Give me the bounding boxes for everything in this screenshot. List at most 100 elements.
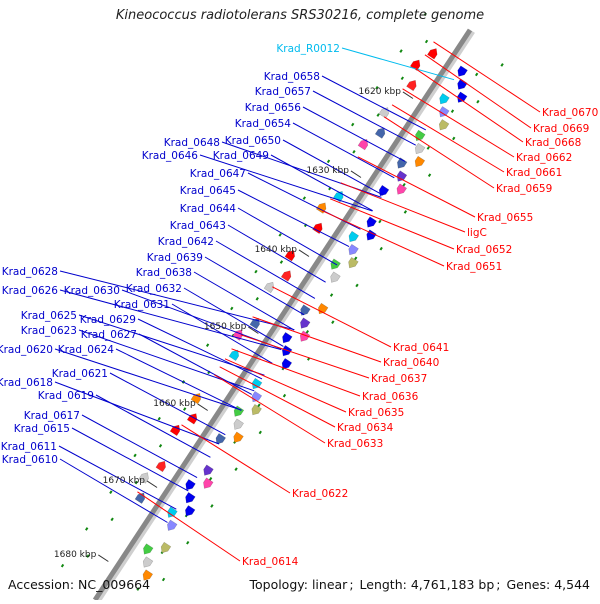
gene-arrow xyxy=(300,317,311,329)
tick-mark xyxy=(255,297,259,301)
leader-line xyxy=(181,424,291,494)
tick-mark xyxy=(208,477,213,481)
tick-mark xyxy=(136,587,140,591)
kbp-label: 1680 kbp xyxy=(54,550,97,560)
gene-arrow xyxy=(397,157,408,169)
tick-mark xyxy=(426,146,430,150)
gene-arrow xyxy=(427,48,438,60)
gene-arrow xyxy=(457,91,468,103)
tick-mark xyxy=(351,122,355,127)
leader-line xyxy=(237,189,350,248)
leader-line xyxy=(415,68,524,143)
forward-gene-label: Krad_0658 xyxy=(264,71,320,83)
tick-mark xyxy=(476,99,480,104)
gene-arrow xyxy=(457,65,468,77)
reverse-gene-label: Krad_0651 xyxy=(446,261,502,273)
forward-gene-label: Krad_0644 xyxy=(180,203,237,215)
gene-arrow xyxy=(406,79,417,92)
tick-mark xyxy=(282,393,287,398)
gene-arrow xyxy=(282,331,293,344)
gene-arrow xyxy=(215,433,226,445)
leader-line xyxy=(204,256,305,316)
tick-mark xyxy=(134,480,138,485)
tick-mark xyxy=(331,320,335,325)
forward-gene-label: Krad_0623 xyxy=(21,325,77,337)
tick-mark xyxy=(352,149,356,154)
leader-line xyxy=(95,394,211,458)
gene-arrow xyxy=(160,541,172,554)
forward-gene-label: Krad_0628 xyxy=(2,266,58,278)
reverse-gene-label: Krad_0614 xyxy=(242,556,299,568)
leader-line xyxy=(391,104,505,173)
leader-line xyxy=(424,54,532,129)
forward-gene-label: Krad_0648 xyxy=(164,137,220,149)
gene-arrow xyxy=(185,492,196,504)
gene-arrow xyxy=(284,250,295,262)
leader-line xyxy=(219,366,336,428)
genes-value: 4,544 xyxy=(554,577,590,592)
tick-mark xyxy=(86,554,90,558)
length-value: 4,761,183 bp xyxy=(410,577,495,592)
reverse-gene-label: Krad_0659 xyxy=(496,183,552,195)
tick-mark xyxy=(427,173,432,177)
forward-gene-label: Krad_0649 xyxy=(213,150,269,162)
leader-line xyxy=(81,414,198,479)
leader-line xyxy=(322,210,445,267)
tick-mark xyxy=(230,306,234,311)
tick-mark xyxy=(279,260,284,264)
leader-line xyxy=(383,116,495,189)
leader-line xyxy=(231,348,361,397)
gene-arrow xyxy=(315,202,327,214)
forward-gene-label: Krad_0646 xyxy=(142,150,199,162)
kbp-tick xyxy=(298,249,310,257)
gene-arrow xyxy=(348,230,359,243)
forward-gene-label: Krad_0654 xyxy=(235,118,292,130)
gene-arrow xyxy=(439,106,450,118)
gene-arrow xyxy=(233,418,244,430)
reverse-gene-label: Krad_0641 xyxy=(393,342,449,354)
reverse-gene-label: Krad_0635 xyxy=(348,407,404,419)
leader-line xyxy=(312,90,416,146)
tick-mark xyxy=(186,540,190,545)
leader-line xyxy=(183,287,284,347)
tick-mark xyxy=(452,136,456,141)
forward-gene-label: Krad_0626 xyxy=(2,285,59,297)
gene-arrow xyxy=(228,349,239,361)
gene-arrow xyxy=(138,472,149,484)
forward-gene-label: Krad_0642 xyxy=(158,236,214,248)
leader-line-layer xyxy=(54,41,541,562)
accession-value: NC_009664 xyxy=(78,577,151,592)
reverse-gene-label: Krad_0640 xyxy=(383,357,439,369)
leader-line xyxy=(321,75,427,131)
accession-label: Accession: xyxy=(8,577,75,592)
reverse-gene-label: Krad_0652 xyxy=(456,244,512,256)
gene-arrow xyxy=(348,243,359,256)
reverse-gene-label: Krad_0670 xyxy=(542,107,598,119)
forward-gene-label: Krad_0639 xyxy=(147,252,203,264)
tick-mark xyxy=(375,86,379,90)
leader-line xyxy=(109,372,226,436)
tick-mark xyxy=(423,12,427,17)
label-layer: 1620 kbp 1630 kbp 1640 kbp 1650 kbp 1660 kbp… xyxy=(0,43,598,568)
kbp-label: 1660 kbp xyxy=(153,399,196,409)
gene-arrow xyxy=(185,505,196,517)
forward-gene-label: Krad_0632 xyxy=(126,283,182,295)
rna-gene-label: Krad_R0012 xyxy=(276,43,340,55)
leader-line xyxy=(137,491,241,562)
leader-line xyxy=(58,445,177,510)
forward-gene-label: Krad_0650 xyxy=(225,135,281,147)
leader-line xyxy=(357,156,476,218)
gene-arrow xyxy=(312,222,323,235)
leader-line xyxy=(78,329,255,392)
tick-mark xyxy=(378,219,382,224)
forward-gene-label: Krad_0645 xyxy=(180,185,236,197)
tick-mark xyxy=(183,407,187,411)
gene-arrow xyxy=(366,229,377,241)
tick-mark xyxy=(355,283,359,288)
topology-label: Topology: xyxy=(249,577,308,592)
reverse-gene-label: Krad_0668 xyxy=(525,137,581,149)
gene-arrow xyxy=(409,59,421,71)
leader-line xyxy=(252,316,382,363)
